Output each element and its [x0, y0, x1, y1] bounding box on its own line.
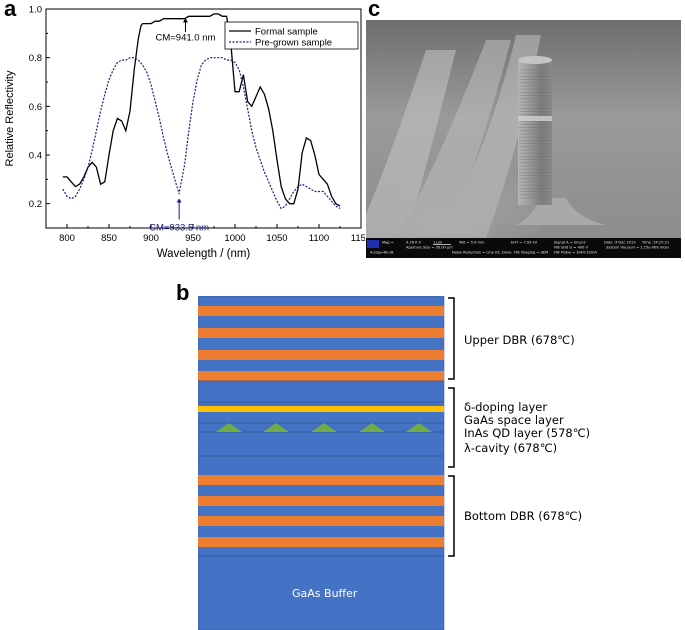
- sem-info-text: Auriga-48-18: [370, 251, 394, 255]
- inas-qd-label: InAs QD layer (578℃): [464, 426, 591, 440]
- micropillar: [516, 56, 606, 225]
- sem-info-text: Date :4 Dec 2019: [604, 241, 636, 245]
- upper-dbr-label: Upper DBR (678℃): [464, 333, 575, 347]
- sem-info-text: Noise Reduction = Line Int. Done: [452, 251, 512, 255]
- upper-dbr-bracket: [448, 297, 455, 380]
- x-axis-label: Wavelength / (nm): [157, 248, 251, 260]
- panel-label-c: c: [368, 0, 381, 21]
- zeiss-logo-icon: [367, 240, 379, 248]
- x-tick-label: 950: [185, 233, 201, 244]
- inas-quantum-dot: [359, 423, 385, 432]
- gaas-substrate: [198, 296, 445, 630]
- x-tick-label: 1050: [266, 233, 287, 244]
- inas-quantum-dot: [406, 423, 432, 432]
- bottom-dbr-algaas-layer: [198, 475, 444, 485]
- upper-dbr-algaas-layer: [198, 371, 444, 381]
- y-tick-label: 0.2: [29, 199, 42, 210]
- upper-dbr-algaas-layer: [198, 328, 444, 338]
- x-tick-label: 850: [101, 233, 117, 244]
- bottom-dbr-algaas-layer: [198, 537, 444, 547]
- y-tick-label: 1.0: [29, 5, 42, 16]
- y-tick-label: 0.4: [29, 151, 42, 162]
- inas-quantum-dot: [311, 423, 337, 432]
- x-tick-label: 800: [59, 233, 75, 244]
- delta-doping-layer: [198, 406, 444, 412]
- legend-box: [224, 21, 359, 50]
- sem-info-text: 1 μm: [433, 241, 443, 245]
- y-tick-label: 0.8: [29, 53, 42, 64]
- x-tick-label: 1000: [224, 233, 245, 244]
- sem-info-text: Signal A = InLens: [554, 241, 586, 245]
- plot-frame: [45, 8, 362, 229]
- sem-info-bar: [366, 238, 681, 258]
- sem-info-text: FIB Imaging = SEM: [514, 251, 548, 255]
- panel-label-b: b: [176, 280, 190, 305]
- sem-info-text: FIB Probe = 30kV:10mA: [554, 251, 597, 255]
- y-axis-label: Relative Reflectivity: [4, 70, 16, 166]
- sem-info-text: FIB Grid is = 400 V: [554, 246, 589, 250]
- bottom-dbr-algaas-layer: [198, 496, 444, 506]
- upper-dbr-algaas-layer: [198, 350, 444, 360]
- series-line-1: [62, 13, 341, 207]
- bottom-dbr-bracket: [448, 475, 455, 557]
- sem-info-text: Aperture Size = 30.00 μm: [406, 246, 453, 250]
- sem-info-text: System Vacuum = 1.25e-006 mbar: [606, 246, 670, 250]
- sem-info-text: 9.26 K X: [406, 241, 422, 245]
- x-tick-label: 900: [143, 233, 159, 244]
- layer-structure-diagram: [198, 296, 455, 630]
- cavity-bracket: [448, 387, 455, 468]
- y-tick-label: 0.6: [29, 102, 42, 113]
- lambda-cavity-label: λ-cavity (678℃): [464, 441, 558, 455]
- sem-info-text: WD = 5.4 mm: [459, 241, 485, 245]
- legend-label-1: Formal sample: [255, 27, 318, 38]
- sem-info-text: Mag =: [382, 241, 394, 245]
- legend-label-2: Pre-grown sample: [255, 38, 332, 49]
- delta-doping-label: δ-doping layer: [464, 400, 548, 414]
- bottom-dbr-label: Bottom DBR (678℃): [464, 509, 583, 523]
- cm-annotation-2: CM=933.5 nm: [149, 222, 209, 233]
- cm-annotation-1: CM=941.0 nm: [155, 33, 215, 44]
- series-line-2: [62, 57, 341, 210]
- sem-info-text: Time :14:25:21: [641, 241, 669, 245]
- x-tick-label: 1100: [309, 233, 329, 244]
- upper-dbr-algaas-layer: [198, 306, 444, 316]
- inas-quantum-dot: [216, 423, 242, 432]
- gaas-space-label: GaAs space layer: [464, 413, 564, 427]
- sem-micrograph: Mag = 9.26 K X 1 μm WD = 5.4 mm EHT = 7.00 k…: [366, 20, 681, 258]
- bottom-dbr-algaas-layer: [198, 516, 444, 526]
- panel-label-a: a: [4, 0, 17, 21]
- inas-quantum-dot: [263, 423, 289, 432]
- gaas-buffer-label: GaAs Buffer: [292, 587, 358, 600]
- sem-info-text: EHT = 7.00 kV: [511, 241, 538, 245]
- cm-arrow-1-head: [182, 18, 188, 23]
- cm-arrow-2-head: [176, 198, 182, 203]
